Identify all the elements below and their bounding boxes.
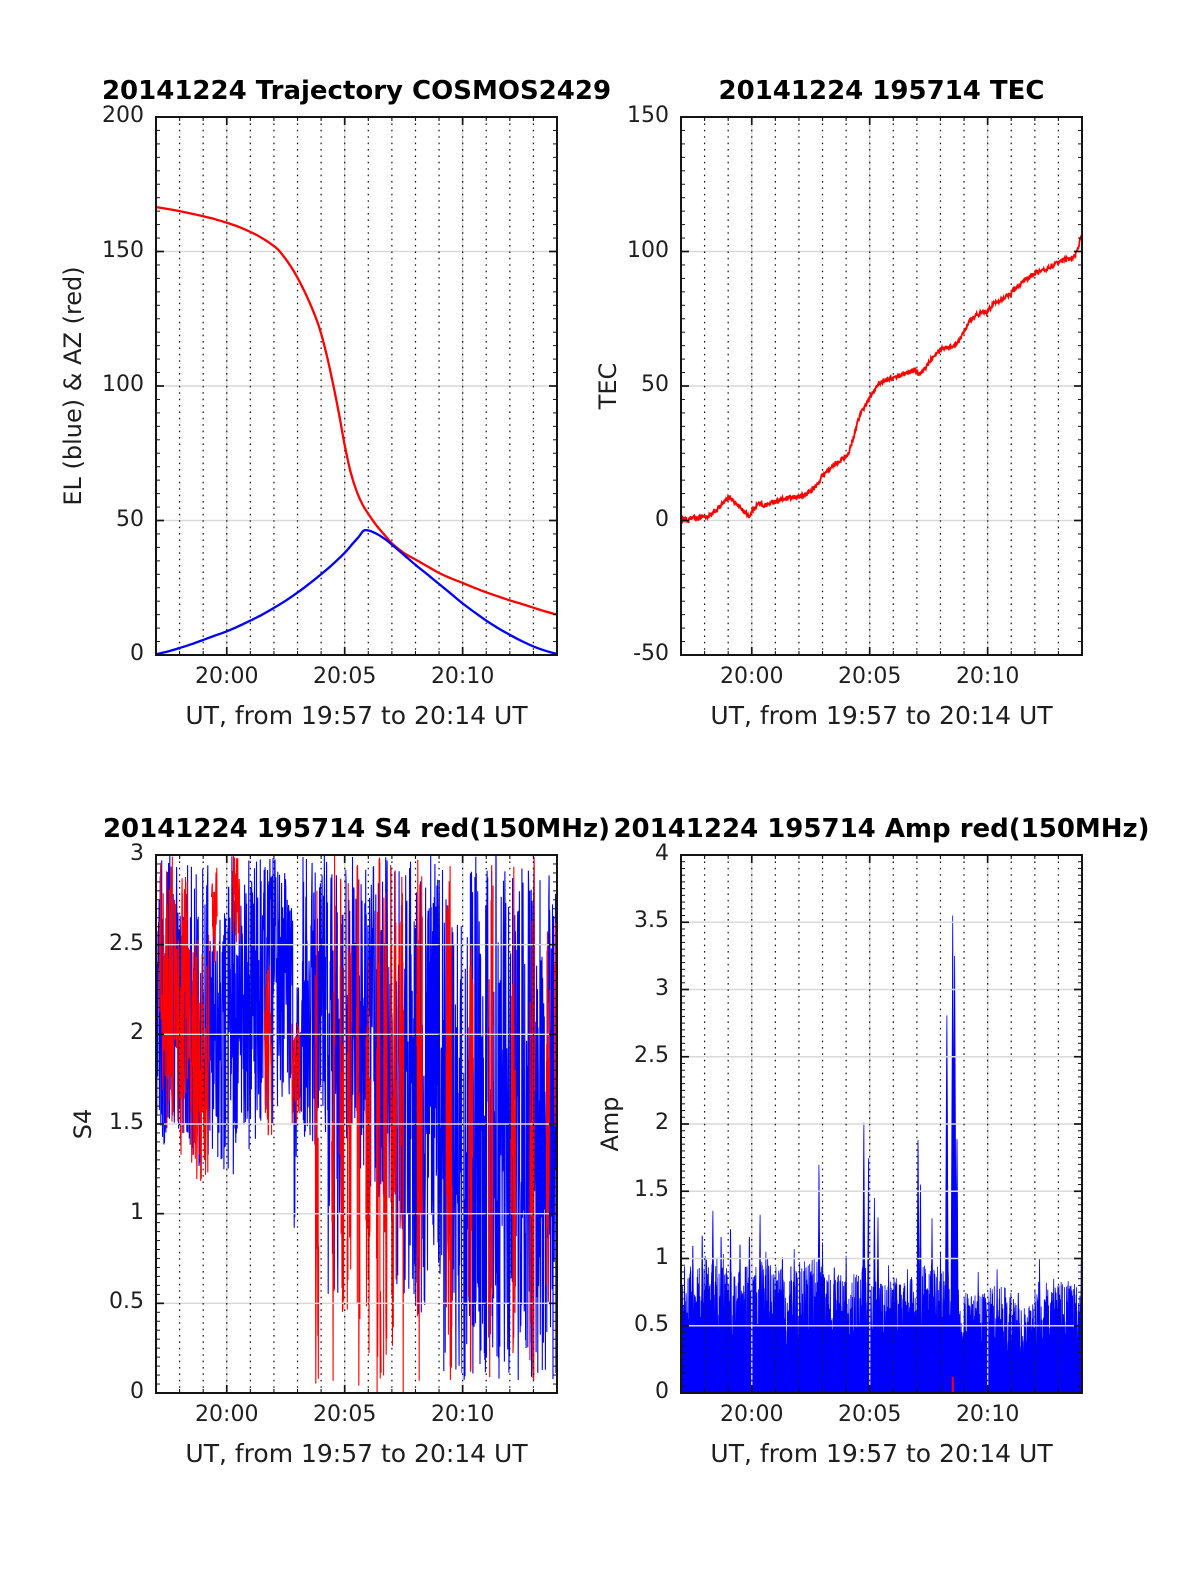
y-tick-label: 200 (102, 103, 144, 128)
x-tick-label: 20:00 (720, 1402, 784, 1427)
y-tick-label: 4 (655, 841, 669, 866)
amp-xlabel: UT, from 19:57 to 20:14 UT (710, 1439, 1053, 1468)
tec-xlabel: UT, from 19:57 to 20:14 UT (710, 701, 1053, 730)
x-tick-label: 20:05 (313, 664, 377, 689)
x-tick-label: 20:10 (955, 664, 1020, 689)
y-tick-label: 1.5 (634, 1177, 669, 1203)
y-tick-label: 50 (641, 372, 669, 397)
x-tick-label: 20:10 (955, 1402, 1020, 1427)
y-tick-label: 3 (655, 975, 669, 1001)
y-tick-label: 100 (627, 237, 669, 263)
x-tick-label: 20:00 (720, 664, 784, 689)
x-tick-label: 20:05 (313, 1402, 377, 1427)
y-tick-label: 0 (655, 506, 669, 532)
y-tick-label: -50 (633, 641, 669, 666)
y-tick-label: 0 (130, 1379, 144, 1404)
y-tick-label: 2 (130, 1020, 144, 1046)
x-tick-label: 20:00 (195, 1402, 259, 1427)
trajectory-xlabel: UT, from 19:57 to 20:14 UT (185, 701, 528, 730)
y-tick-label: 0 (655, 1379, 669, 1404)
y-tick-label: 0.5 (109, 1289, 144, 1315)
y-tick-label: 3.5 (634, 908, 669, 934)
x-tick-label: 20:05 (838, 664, 902, 689)
y-tick-label: 150 (102, 237, 144, 263)
y-tick-label: 2.5 (109, 930, 144, 956)
y-tick-label: 1.5 (109, 1110, 144, 1135)
y-tick-label: 3 (130, 841, 144, 866)
trajectory-title: 20141224 Trajectory COSMOS2429 (101, 76, 612, 106)
y-tick-label: 2.5 (634, 1042, 669, 1068)
y-tick-label: 1 (130, 1199, 144, 1225)
x-tick-label: 20:10 (430, 664, 495, 689)
x-tick-label: 20:05 (838, 1402, 902, 1427)
s4-xlabel: UT, from 19:57 to 20:14 UT (185, 1439, 528, 1468)
x-tick-label: 20:00 (195, 664, 259, 689)
s4-title: 20141224 195714 S4 red(150MHz) (102, 814, 611, 844)
tec-title: 20141224 195714 TEC (718, 76, 1045, 106)
x-tick-label: 20:10 (430, 1402, 495, 1427)
y-tick-label: 50 (116, 506, 144, 532)
y-tick-label: 0 (130, 641, 144, 666)
y-tick-label: 150 (627, 103, 669, 128)
amp-title: 20141224 195714 Amp red(150MHz) (613, 814, 1150, 844)
y-tick-label: 100 (102, 372, 144, 397)
y-tick-label: 2 (655, 1110, 669, 1135)
y-tick-label: 0.5 (634, 1311, 669, 1337)
y-tick-label: 1 (655, 1244, 669, 1270)
